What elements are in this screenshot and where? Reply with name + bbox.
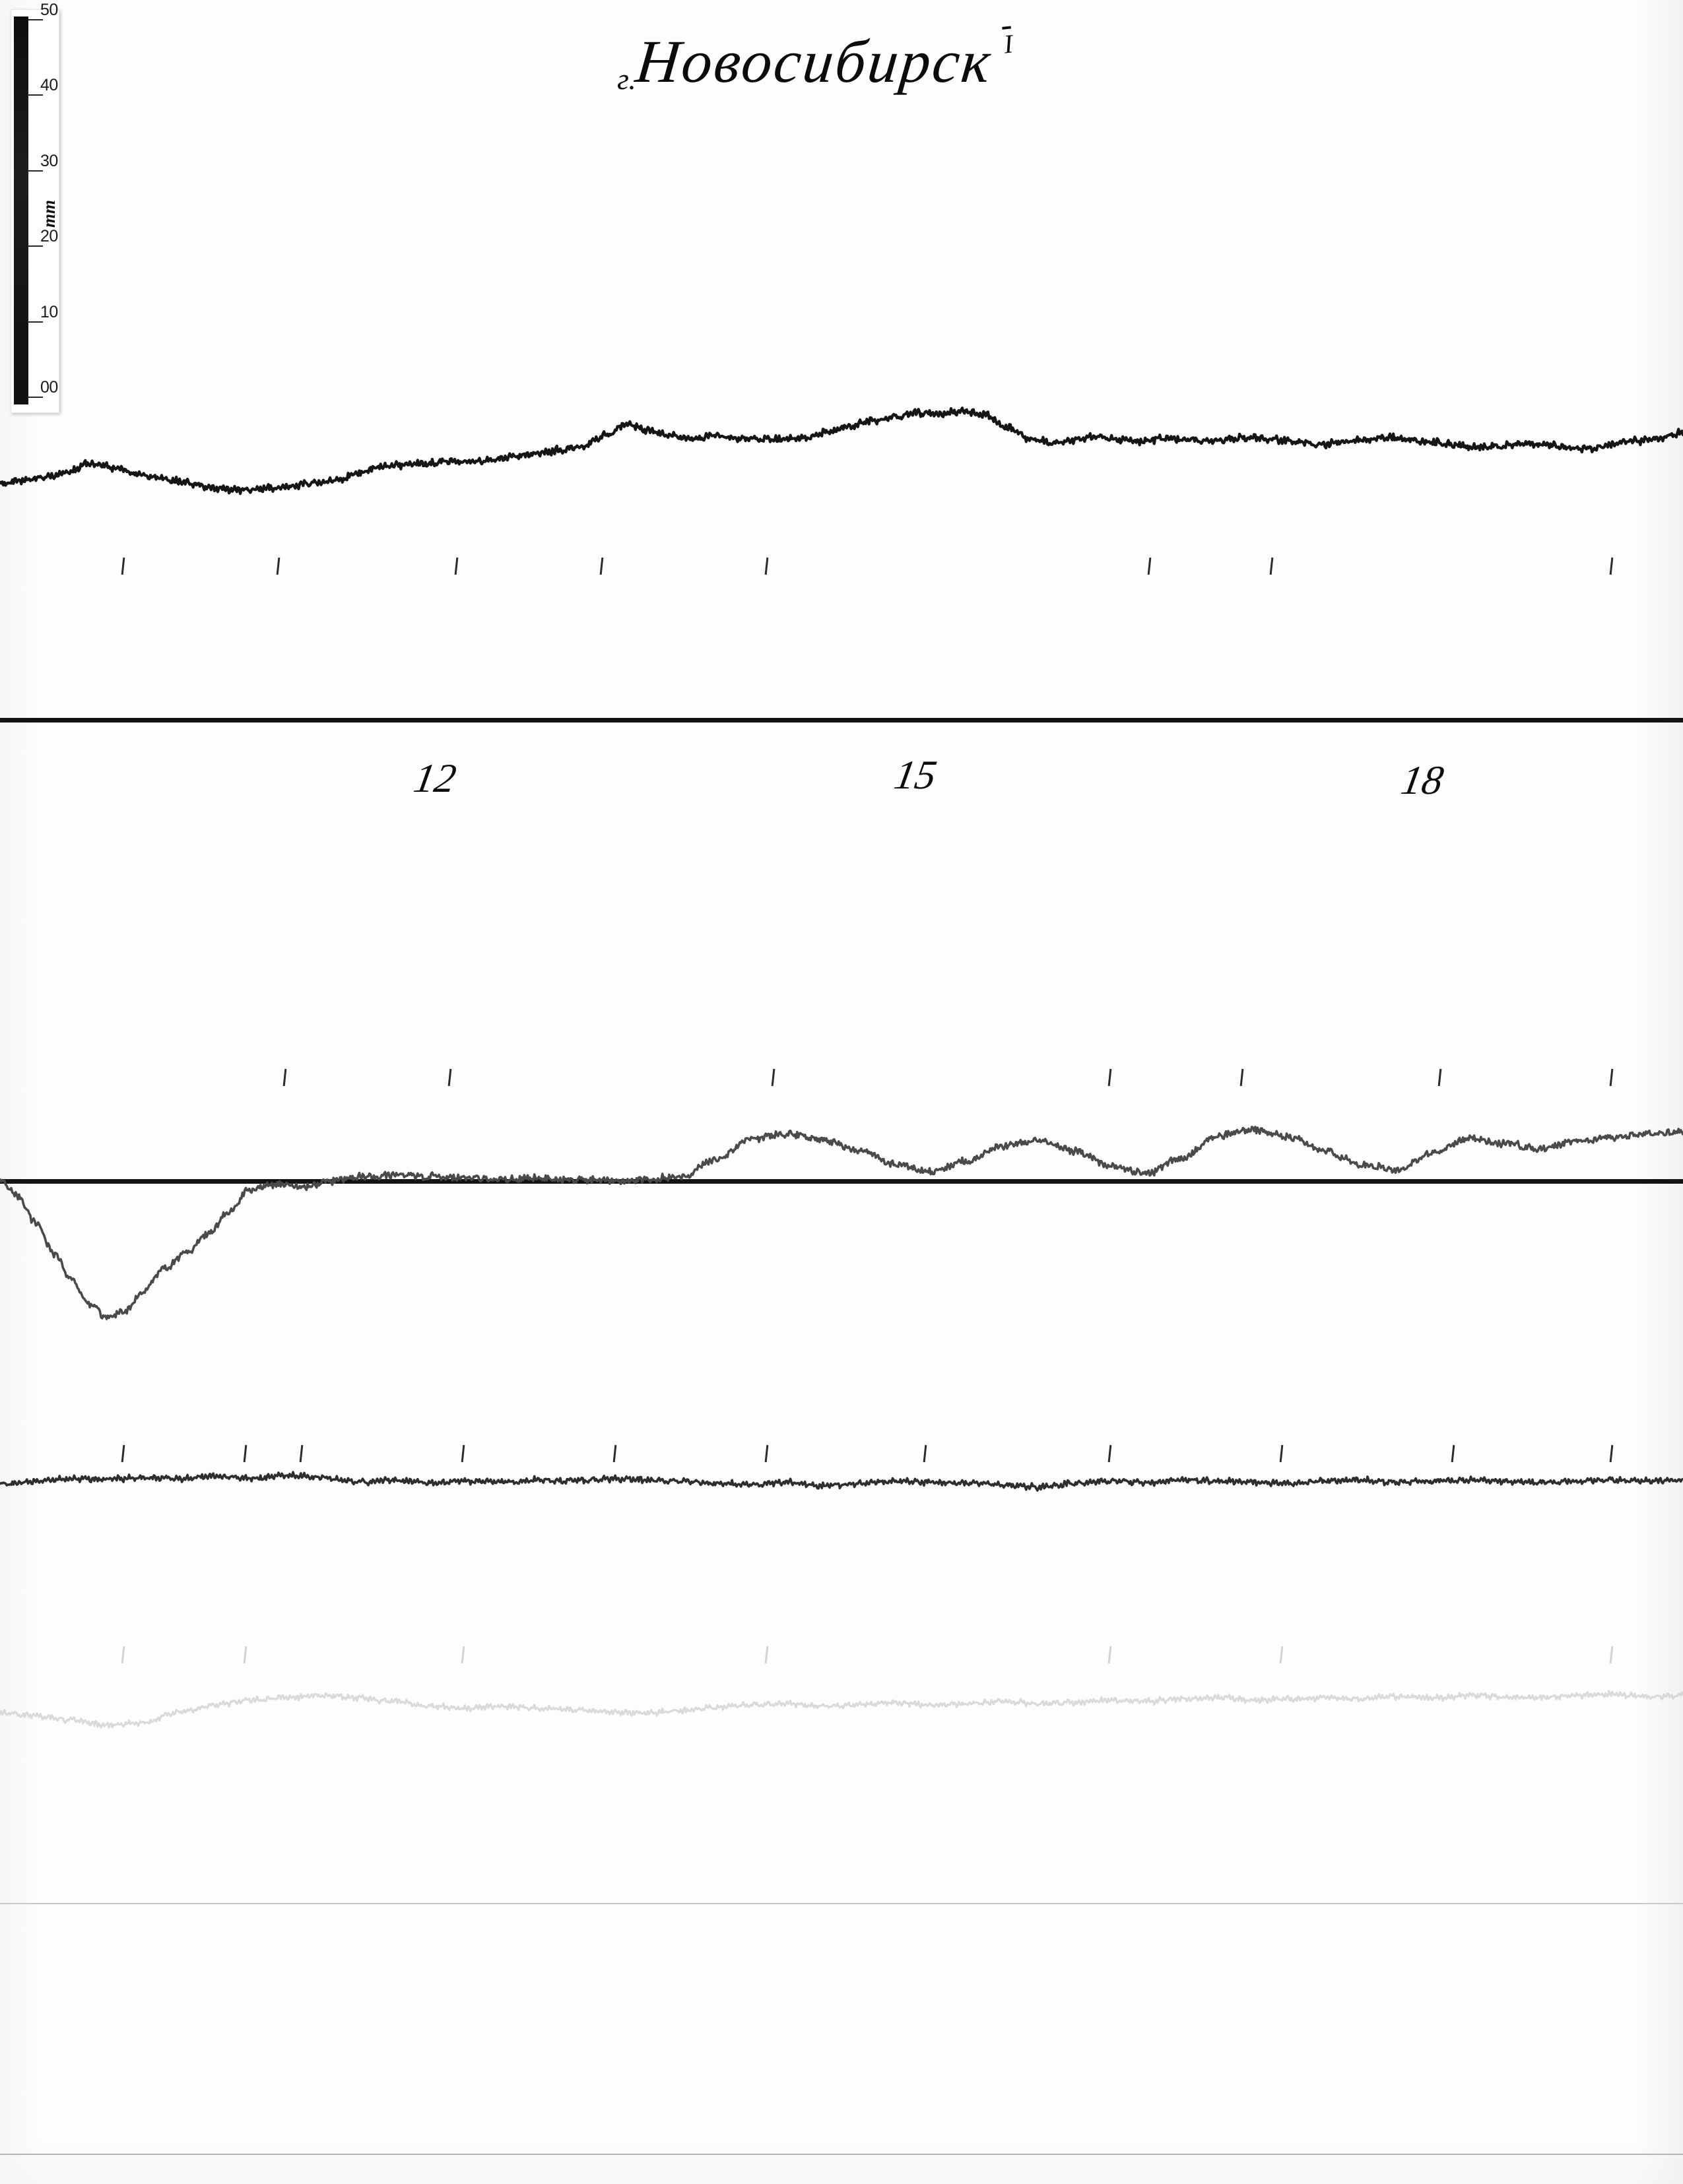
trace-channel-3 [0,1471,1683,1492]
scale-tick-label-10: 10 [40,302,58,321]
station-title: г.Новосибирск I [617,26,1014,96]
baseline-channel-1 [0,718,1683,723]
station-title-prefix: г. [617,62,636,96]
trace-channel-2 [0,1126,1683,1320]
trace-channel-4 [0,1690,1683,1729]
scale-tick-50 [28,19,43,20]
baseline-channel-2 [0,1179,1683,1184]
trace-channel-1 [0,406,1683,496]
scale-tick-00 [28,397,43,398]
scale-tick-30 [28,170,43,172]
scale-bar-black-strip [14,16,28,404]
scale-tick-label-20: 20 [40,227,58,246]
scale-tick-40 [28,94,43,96]
baseline-lower-2 [0,2154,1683,2155]
scale-tick-label-00: 00 [40,378,58,397]
scale-tick-label-50: 50 [40,1,58,19]
scale-tick-20 [28,245,43,247]
scale-tick-10 [28,321,43,323]
scale-tick-label-40: 40 [40,76,58,95]
baseline-lower-1 [0,1903,1683,1904]
mm-scale-bar: 50 40 30 20 10 00 mm [11,2,59,413]
scale-tick-label-30: 30 [40,151,58,170]
